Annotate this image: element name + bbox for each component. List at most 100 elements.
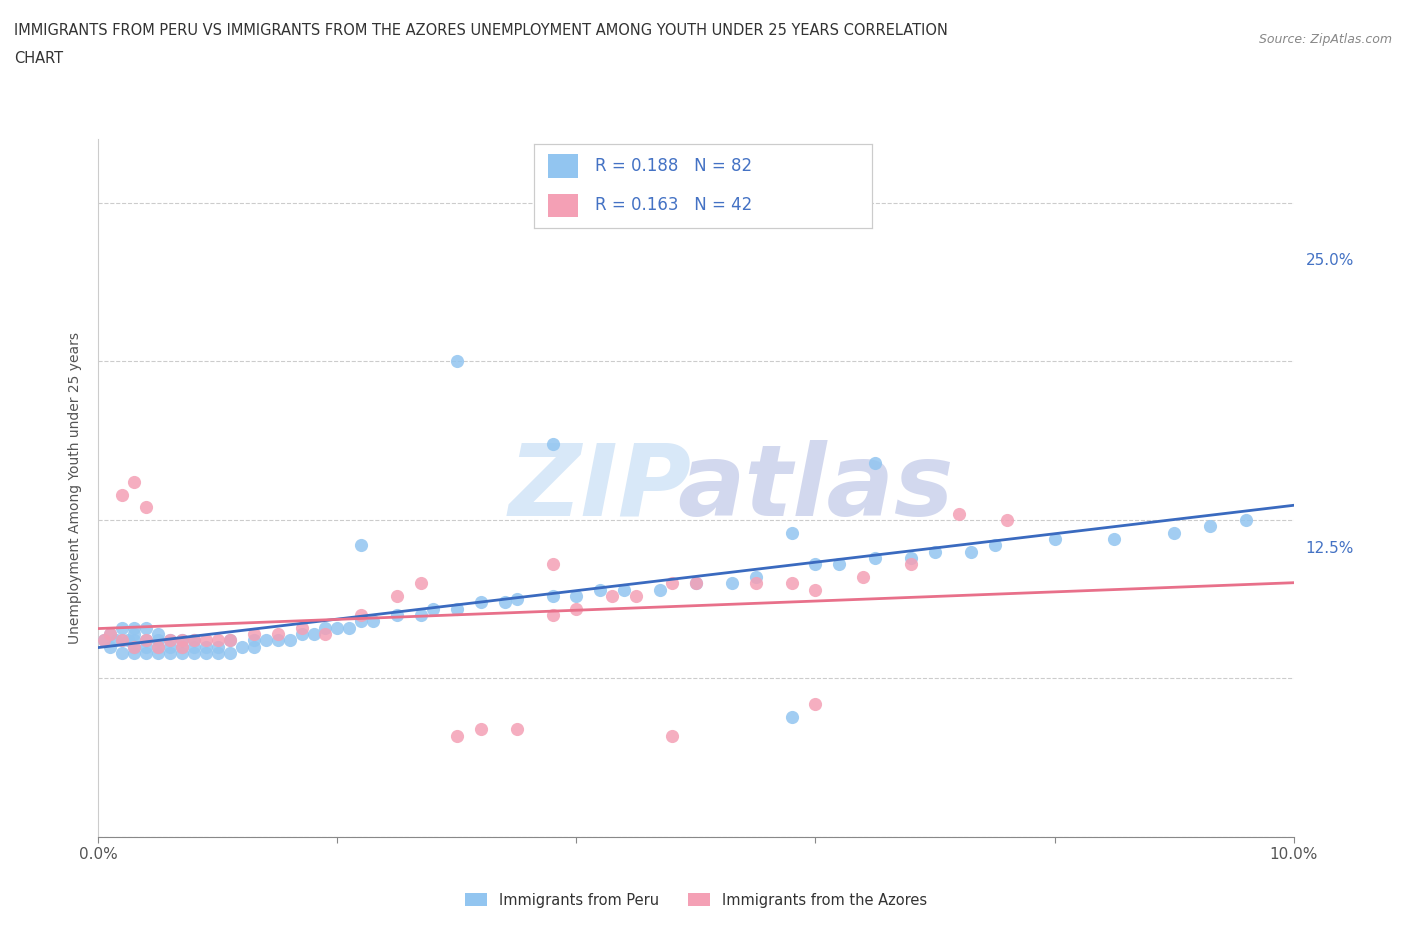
Point <box>780 576 803 591</box>
Point <box>995 512 1018 527</box>
Point <box>124 639 146 654</box>
Point <box>111 633 134 648</box>
Point <box>124 633 146 648</box>
Point <box>661 576 683 591</box>
Point <box>111 487 134 502</box>
Point <box>1234 512 1257 527</box>
Point <box>148 645 170 660</box>
Bar <box>548 193 578 217</box>
Point <box>172 633 194 648</box>
Point <box>105 633 128 648</box>
Text: 25.0%: 25.0% <box>1305 253 1354 268</box>
Point <box>411 607 433 622</box>
Point <box>219 633 242 648</box>
Text: ZIP: ZIP <box>509 440 692 537</box>
Point <box>98 627 122 642</box>
Point <box>804 582 827 597</box>
Point <box>613 582 636 597</box>
Point <box>135 639 157 654</box>
Point <box>1104 532 1126 547</box>
Point <box>98 639 122 654</box>
Point <box>865 551 887 565</box>
Point <box>960 544 983 559</box>
Point <box>207 645 229 660</box>
Text: Source: ZipAtlas.com: Source: ZipAtlas.com <box>1258 33 1392 46</box>
Point <box>506 591 529 606</box>
Point <box>254 633 277 648</box>
Point <box>411 576 433 591</box>
Point <box>159 633 181 648</box>
Point <box>148 639 170 654</box>
Point <box>315 620 337 635</box>
Point <box>207 639 229 654</box>
Point <box>207 633 229 648</box>
Point <box>948 506 970 521</box>
Point <box>172 633 194 648</box>
Point <box>243 633 266 648</box>
Point <box>924 544 946 559</box>
Point <box>446 354 468 369</box>
Point <box>745 576 768 591</box>
Point <box>183 645 205 660</box>
Point <box>745 569 768 584</box>
Point <box>290 627 312 642</box>
Point <box>117 633 139 648</box>
Point <box>124 474 146 489</box>
Point <box>350 538 373 552</box>
Point <box>350 614 373 629</box>
Point <box>135 633 157 648</box>
Point <box>446 728 468 743</box>
Point <box>148 633 170 648</box>
Point <box>506 722 529 737</box>
Point <box>780 525 803 540</box>
Point <box>828 557 851 572</box>
Text: 12.5%: 12.5% <box>1305 541 1354 556</box>
Point <box>1163 525 1185 540</box>
Point <box>290 620 312 635</box>
Point <box>172 645 194 660</box>
Point <box>470 722 492 737</box>
Point <box>278 633 301 648</box>
Point <box>865 456 887 471</box>
Text: IMMIGRANTS FROM PERU VS IMMIGRANTS FROM THE AZORES UNEMPLOYMENT AMONG YOUTH UNDE: IMMIGRANTS FROM PERU VS IMMIGRANTS FROM … <box>14 23 948 38</box>
Point <box>565 602 588 617</box>
Point <box>111 645 134 660</box>
Point <box>350 607 373 622</box>
Legend: Immigrants from Peru, Immigrants from the Azores: Immigrants from Peru, Immigrants from th… <box>460 886 932 913</box>
Point <box>194 633 218 648</box>
Point <box>470 595 492 610</box>
Point <box>219 633 242 648</box>
Point <box>661 728 683 743</box>
Point <box>494 595 516 610</box>
Point <box>589 582 612 597</box>
Point <box>541 557 564 572</box>
Point <box>172 639 194 654</box>
Point <box>1198 519 1220 534</box>
Point <box>267 627 290 642</box>
Point <box>780 709 803 724</box>
Point <box>685 576 707 591</box>
Text: atlas: atlas <box>678 440 953 537</box>
Point <box>135 645 157 660</box>
Point <box>804 557 827 572</box>
Text: CHART: CHART <box>14 51 63 66</box>
Point <box>124 627 146 642</box>
Point <box>124 620 146 635</box>
Point <box>1043 532 1066 547</box>
Point <box>159 639 181 654</box>
Point <box>243 639 266 654</box>
Point <box>219 645 242 660</box>
Point <box>385 589 409 604</box>
Text: R = 0.163   N = 42: R = 0.163 N = 42 <box>595 196 752 214</box>
Point <box>135 620 157 635</box>
Point <box>339 620 360 635</box>
Point <box>124 639 146 654</box>
Point <box>721 576 744 591</box>
Point <box>446 602 468 617</box>
Point <box>194 639 218 654</box>
Point <box>111 620 134 635</box>
Point <box>804 697 827 711</box>
Point <box>541 589 564 604</box>
Point <box>983 538 1005 552</box>
Point <box>111 633 134 648</box>
